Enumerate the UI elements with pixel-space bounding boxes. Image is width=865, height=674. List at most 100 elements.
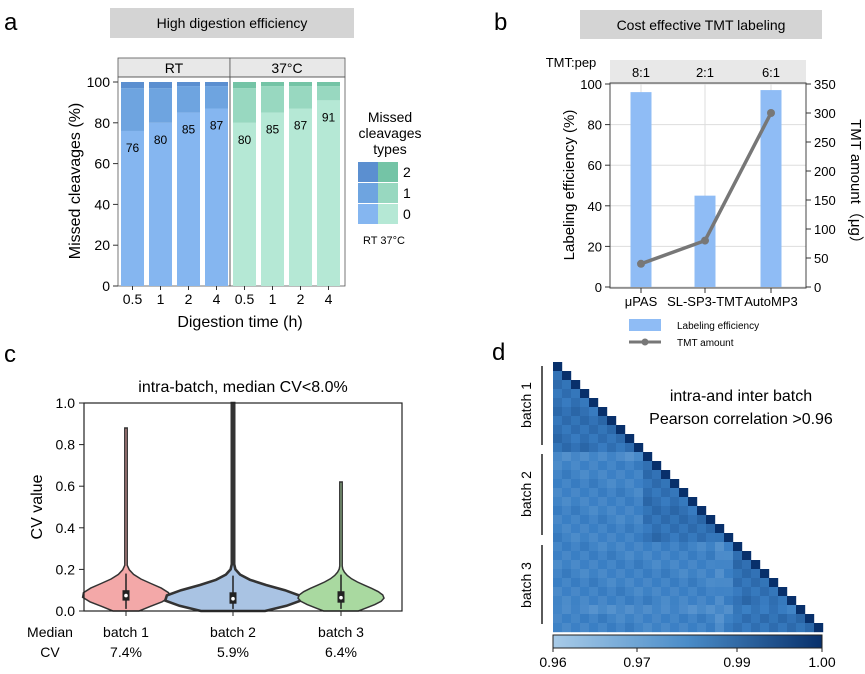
- heat-cell: [778, 587, 788, 597]
- heat-cell: [634, 515, 644, 525]
- heat-cell: [661, 479, 671, 489]
- labeling-bar-0: [630, 92, 652, 288]
- heat-cell: [733, 614, 743, 624]
- heat-cell: [571, 443, 581, 453]
- heat-cell: [652, 479, 662, 489]
- heat-cell: [670, 542, 680, 552]
- bar-rt-4-type-1: [205, 86, 228, 109]
- heat-cell: [553, 533, 563, 543]
- heat-cell: [571, 416, 581, 426]
- heat-cell: [661, 488, 671, 498]
- heat-cell: [724, 596, 734, 606]
- heat-cell: [688, 587, 698, 597]
- heat-cell: [562, 560, 572, 570]
- xtick-label-rt-2: 2: [185, 291, 193, 307]
- heat-cell: [634, 551, 644, 561]
- heat-cell: [589, 398, 599, 408]
- panel-d-letter: d: [492, 339, 505, 366]
- heat-cell: [553, 389, 563, 399]
- heat-cell: [706, 587, 716, 597]
- heat-cell: [751, 560, 761, 570]
- heat-cell: [562, 533, 572, 543]
- legend-line-label: TMT amount: [677, 338, 734, 349]
- bar-label-37c-1: 85: [266, 123, 280, 137]
- panel-c-letter: c: [4, 341, 16, 368]
- heat-cell: [706, 560, 716, 570]
- heat-cell: [598, 614, 608, 624]
- heat-cell: [562, 416, 572, 426]
- heat-cell: [778, 614, 788, 624]
- bar-37c-4-type-0: [317, 100, 340, 286]
- heat-cell: [562, 524, 572, 534]
- heat-cell: [607, 551, 617, 561]
- heat-cell: [589, 434, 599, 444]
- batch-1-row-label: batch 1: [518, 382, 534, 428]
- heat-cell: [616, 524, 626, 534]
- tmt-amount-point-0: [637, 259, 645, 268]
- ytick-right-label-100: 100: [814, 222, 836, 237]
- heat-cell: [661, 497, 671, 507]
- heat-cell: [679, 515, 689, 525]
- heat-cell: [589, 416, 599, 426]
- heat-cell: [571, 605, 581, 615]
- panel-c-ylabel: CV value: [29, 474, 46, 539]
- heat-cell: [571, 434, 581, 444]
- xtick-label-2: AutoMP3: [744, 294, 797, 309]
- heat-cell: [751, 614, 761, 624]
- heat-cell: [715, 578, 725, 588]
- heat-cell: [679, 560, 689, 570]
- heat-cell: [643, 479, 653, 489]
- heat-cell: [769, 623, 779, 633]
- heat-cell: [580, 542, 590, 552]
- heat-cell: [562, 398, 572, 408]
- heat-cell: [616, 614, 626, 624]
- heat-cell: [715, 551, 725, 561]
- heat-cell: [562, 488, 572, 498]
- heat-cell: [643, 533, 653, 543]
- heat-cell: [562, 371, 572, 381]
- heat-cell: [553, 362, 563, 372]
- heat-cell: [580, 461, 590, 471]
- heat-cell: [562, 434, 572, 444]
- heat-cell: [607, 569, 617, 579]
- heat-cell: [733, 596, 743, 606]
- heat-cell: [679, 497, 689, 507]
- bar-37c-0.5-type-1: [233, 88, 256, 123]
- ytick-label-40: 40: [94, 196, 110, 212]
- heat-cell: [643, 569, 653, 579]
- heat-cell: [589, 551, 599, 561]
- heat-cell: [697, 551, 707, 561]
- heat-cell: [607, 587, 617, 597]
- heat-cell: [553, 515, 563, 525]
- legend-bar-swatch: [629, 319, 661, 331]
- xtick-label-1: SL-SP3-TMT: [667, 294, 743, 309]
- legend-footer: RT 37°C: [363, 235, 405, 247]
- bar-label-rt-2: 85: [182, 123, 196, 137]
- heat-cell: [634, 443, 644, 453]
- heat-cell: [715, 623, 725, 633]
- heat-cell: [670, 533, 680, 543]
- panel-c-violins: [81, 401, 385, 613]
- heat-cell: [634, 506, 644, 516]
- heat-cell: [553, 398, 563, 408]
- heat-cell: [580, 398, 590, 408]
- heat-cell: [751, 623, 761, 633]
- heat-cell: [661, 470, 671, 480]
- heat-cell: [643, 497, 653, 507]
- heat-cell: [553, 407, 563, 417]
- heat-cell: [562, 515, 572, 525]
- heat-cell: [580, 470, 590, 480]
- heat-cell: [571, 623, 581, 633]
- heat-cell: [652, 605, 662, 615]
- batch-2-row-label: batch 2: [518, 471, 534, 517]
- colorbar-tick-label-1.00: 1.00: [808, 654, 835, 670]
- heat-cell: [598, 425, 608, 435]
- heat-cell: [616, 470, 626, 480]
- heat-cell: [625, 470, 635, 480]
- heat-cell: [553, 497, 563, 507]
- bar-rt-1-type-2: [149, 82, 172, 89]
- heat-cell: [562, 614, 572, 624]
- bar-rt-1-type-1: [149, 88, 172, 123]
- panel-a: a High digestion efficiency RT 37°C 76 80…: [4, 8, 422, 331]
